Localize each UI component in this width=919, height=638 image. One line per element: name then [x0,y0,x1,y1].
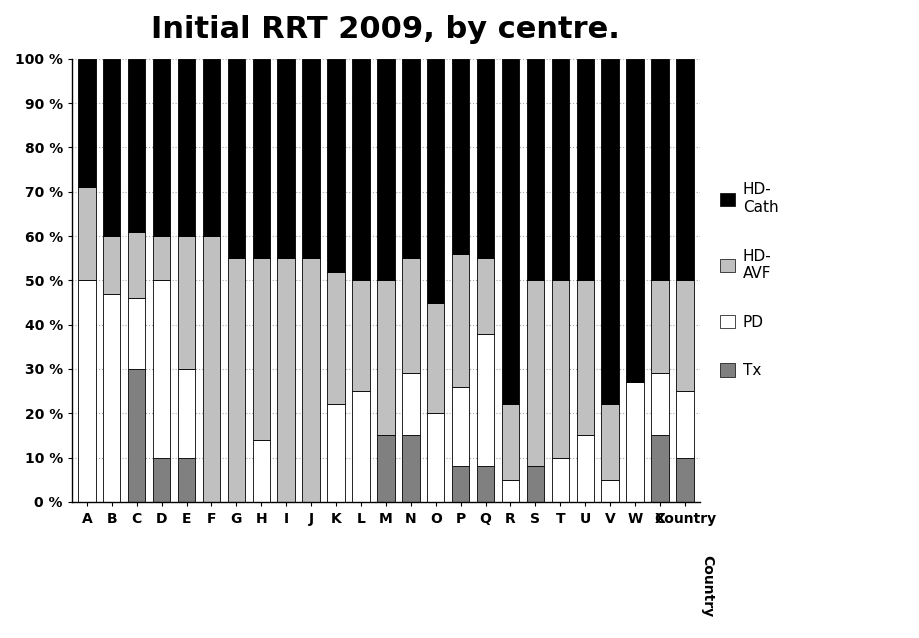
Bar [103,59,120,236]
Bar [153,457,170,502]
Bar [153,280,170,457]
Bar [177,236,195,369]
Bar [177,369,195,457]
Bar [377,436,394,502]
Bar [302,59,320,258]
Bar [78,59,96,188]
Bar [501,480,518,502]
Bar [253,59,269,258]
Bar [675,280,693,391]
Bar [551,59,569,280]
Bar [426,302,444,413]
Bar [426,413,444,502]
Bar [451,254,469,387]
Bar [103,293,120,502]
Bar [576,436,594,502]
Bar [278,59,295,258]
Legend: HD-
Cath, HD-
AVF, PD, Tx: HD- Cath, HD- AVF, PD, Tx [713,176,784,384]
Bar [128,232,145,298]
Bar [78,280,96,502]
Bar [576,59,594,280]
Bar [651,373,668,436]
Bar [651,59,668,280]
Bar [103,236,120,293]
Bar [526,466,543,502]
Bar [202,236,220,502]
Title: Initial RRT 2009, by centre.: Initial RRT 2009, by centre. [152,15,619,44]
Bar [601,59,618,404]
Bar [352,391,369,502]
Bar [377,280,394,436]
Bar [526,280,543,466]
Bar [476,466,494,502]
Bar [476,59,494,258]
Bar [302,258,320,502]
Bar [202,59,220,236]
Bar [278,258,295,502]
Bar [651,280,668,373]
Bar [501,404,518,480]
Bar [601,404,618,480]
Bar [78,188,96,280]
Bar [476,334,494,466]
Bar [402,373,419,436]
Bar [253,440,269,502]
Bar [501,59,518,404]
Bar [128,59,145,232]
Bar [675,391,693,457]
Bar [227,59,244,258]
Bar [551,457,569,502]
Bar [327,404,345,502]
Bar [601,480,618,502]
Bar [451,466,469,502]
Bar [128,369,145,502]
Bar [253,258,269,440]
Bar [426,59,444,302]
Bar [153,59,170,236]
Bar [626,59,643,382]
Bar [377,59,394,280]
Bar [177,59,195,236]
Bar [128,298,145,369]
Bar [327,59,345,272]
Bar [227,258,244,502]
Bar [327,272,345,404]
Text: Country: Country [699,555,713,617]
Bar [451,59,469,254]
Bar [352,280,369,391]
Bar [651,436,668,502]
Bar [402,59,419,258]
Bar [153,236,170,280]
Bar [352,59,369,280]
Bar [451,387,469,466]
Bar [402,436,419,502]
Bar [626,382,643,502]
Bar [526,59,543,280]
Bar [177,457,195,502]
Bar [675,457,693,502]
Bar [576,280,594,436]
Bar [476,258,494,334]
Bar [402,258,419,373]
Bar [675,59,693,280]
Bar [551,280,569,457]
